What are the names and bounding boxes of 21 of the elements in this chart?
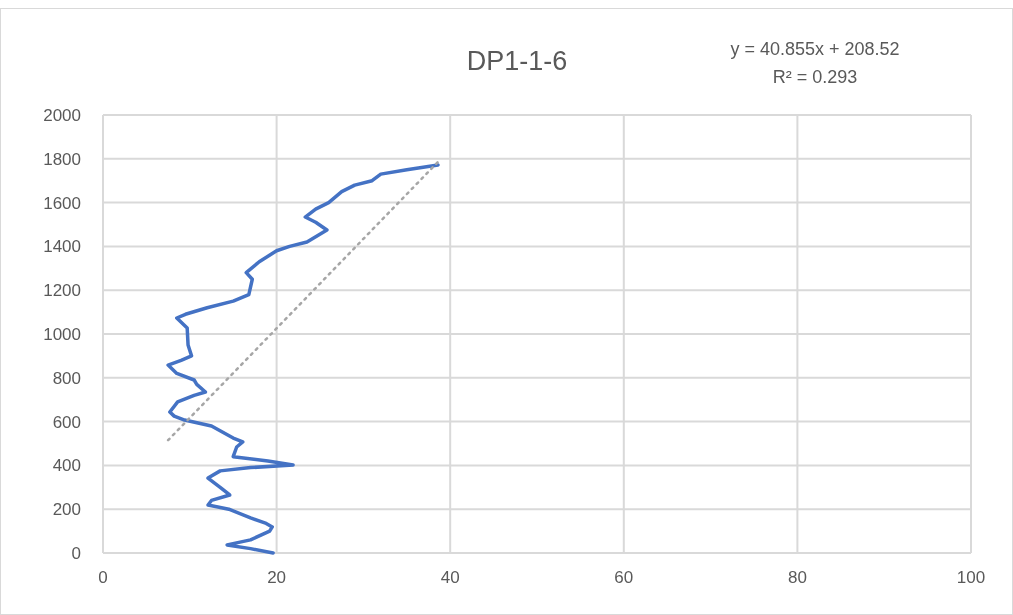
y-tick-label: 400	[52, 456, 81, 476]
y-tick-label: 1400	[43, 237, 81, 257]
y-tick-label: 1600	[43, 193, 81, 213]
y-tick-label: 800	[52, 368, 81, 388]
x-tick-label: 60	[614, 568, 634, 587]
y-tick-label: 600	[52, 412, 81, 432]
text: R² = 0.293	[772, 67, 858, 87]
x-tick-label: 0	[98, 568, 108, 587]
y-tick-label: 2000	[43, 105, 81, 125]
y-tick-label: 1200	[43, 281, 81, 301]
y-tick-label: 1000	[43, 324, 81, 344]
x-tick-label: 100	[956, 568, 986, 587]
line-series	[166, 163, 440, 555]
text: y = 40.855x + 208.52	[730, 39, 900, 59]
y-tick-label: 1800	[43, 149, 81, 169]
y-tick-label: 0	[71, 543, 81, 563]
x-tick-label: 80	[787, 568, 807, 587]
x-tick-label: 40	[440, 568, 460, 587]
y-tick-label: 200	[52, 500, 81, 520]
chart-title: DP1-1-6	[466, 46, 568, 76]
x-tick-label: 20	[267, 568, 287, 587]
